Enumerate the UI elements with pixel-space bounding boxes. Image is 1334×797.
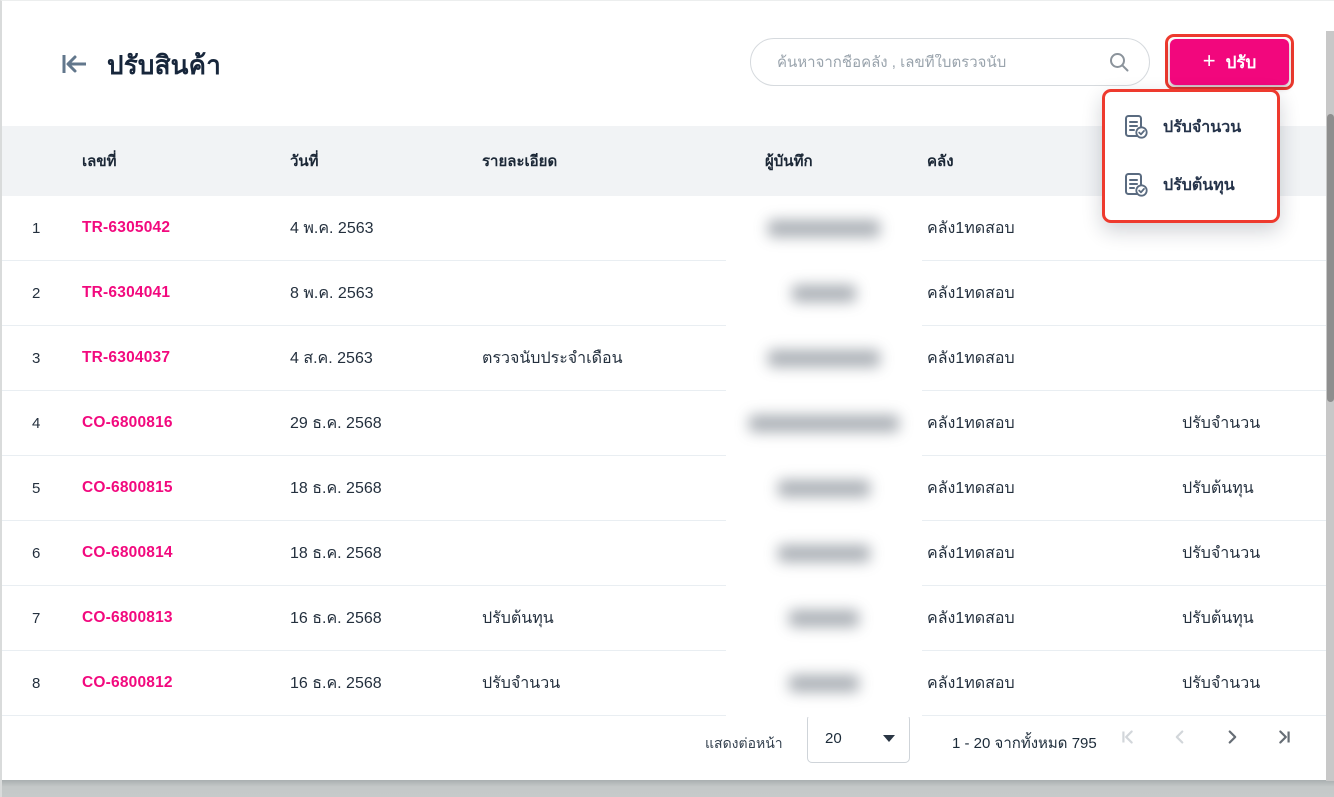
search-input[interactable]: [777, 53, 1107, 71]
row-warehouse: คลัง1ทดสอบ: [927, 284, 1015, 302]
row-type: ปรับจำนวน: [1182, 544, 1261, 562]
redacted-recorder-name: [768, 220, 880, 237]
window-bottom-edge: [2, 780, 1334, 797]
row-warehouse: คลัง1ทดสอบ: [927, 414, 1015, 432]
doc-number-link[interactable]: CO-6800813: [82, 609, 173, 626]
row-warehouse: คลัง1ทดสอบ: [927, 349, 1015, 367]
pagination-bar: แสดงต่อหน้า 20 1 - 20 จากทั้งหมด 795: [2, 711, 1328, 771]
col-header-detail: รายละเอียด: [482, 153, 558, 170]
row-detail: ปรับจำนวน: [482, 674, 561, 692]
row-index: 8: [32, 674, 41, 692]
add-button-label: ปรับ: [1225, 52, 1257, 72]
scrollbar-track[interactable]: [1326, 31, 1334, 781]
doc-number-link[interactable]: CO-6800814: [82, 544, 173, 561]
add-adjust-button[interactable]: + ปรับ: [1170, 39, 1289, 85]
row-date: 4 ส.ค. 2563: [290, 349, 373, 367]
doc-number-link[interactable]: CO-6800812: [82, 674, 173, 691]
table-row: 3 TR-6304037 4 ส.ค. 2563 ตรวจนับประจำเดื…: [2, 326, 1328, 391]
row-index: 6: [32, 544, 41, 562]
pagination-range-text: 1 - 20 จากทั้งหมด 795: [952, 735, 1097, 752]
row-type: ปรับจำนวน: [1182, 674, 1261, 692]
collapse-sidebar-icon[interactable]: [58, 47, 92, 81]
row-type: ปรับจำนวน: [1182, 414, 1261, 432]
last-page-icon[interactable]: [1270, 723, 1298, 751]
first-page-icon[interactable]: [1114, 723, 1142, 751]
row-warehouse: คลัง1ทดสอบ: [927, 609, 1015, 627]
highlight-outline-add-button: [1165, 34, 1294, 90]
row-detail: ปรับต้นทุน: [482, 609, 554, 627]
redacted-recorder-name: [768, 350, 880, 367]
row-date: 18 ธ.ค. 2568: [290, 544, 382, 562]
redacted-recorder-name: [778, 545, 870, 562]
rows-per-page-label: แสดงต่อหน้า: [705, 735, 783, 751]
redacted-recorder-name: [749, 415, 899, 432]
previous-page-icon[interactable]: [1166, 723, 1194, 751]
page-header: ปรับสินค้า + ปรับ: [2, 1, 1328, 126]
redacted-recorder-name: [792, 285, 856, 302]
page-title: ปรับสินค้า: [107, 50, 222, 80]
row-index: 3: [32, 349, 41, 367]
row-index: 4: [32, 414, 41, 432]
row-date: 4 พ.ค. 2563: [290, 219, 374, 237]
table-row: 8 CO-6800812 16 ธ.ค. 2568 ปรับจำนวน คลัง…: [2, 651, 1328, 716]
rows-per-page-value: 20: [825, 730, 842, 747]
row-type: ปรับต้นทุน: [1182, 609, 1254, 627]
table-body: 1 TR-6305042 4 พ.ค. 2563 คลัง1ทดสอบ 2 TR…: [2, 196, 1328, 716]
search-icon[interactable]: [1107, 50, 1131, 74]
rows-per-page-select[interactable]: 20: [807, 714, 910, 763]
row-date: 16 ธ.ค. 2568: [290, 609, 382, 627]
row-date: 16 ธ.ค. 2568: [290, 674, 382, 692]
doc-number-link[interactable]: TR-6304037: [82, 349, 171, 366]
scrollbar-thumb[interactable]: [1326, 114, 1334, 402]
col-header-warehouse: คลัง: [927, 153, 954, 170]
doc-number-link[interactable]: CO-6800816: [82, 414, 173, 431]
adjust-dropdown-menu: ปรับจำนวน ปรับต้นทุน: [1102, 89, 1280, 223]
doc-number-link[interactable]: TR-6305042: [82, 219, 171, 236]
row-warehouse: คลัง1ทดสอบ: [927, 479, 1015, 497]
col-header-date: วันที่: [290, 153, 319, 170]
doc-number-link[interactable]: CO-6800815: [82, 479, 173, 496]
menu-item-adjust-cost[interactable]: ปรับต้นทุน: [1105, 156, 1277, 214]
document-check-icon: [1123, 172, 1149, 198]
row-detail: ตรวจนับประจำเดือน: [482, 349, 623, 367]
row-date: 29 ธ.ค. 2568: [290, 414, 382, 432]
chevron-down-icon: [883, 735, 895, 742]
redacted-recorder-column: [726, 196, 922, 717]
row-index: 2: [32, 284, 41, 302]
row-date: 18 ธ.ค. 2568: [290, 479, 382, 497]
menu-item-label: ปรับจำนวน: [1163, 118, 1242, 136]
row-date: 8 พ.ค. 2563: [290, 284, 374, 302]
table-row: 2 TR-6304041 8 พ.ค. 2563 คลัง1ทดสอบ: [2, 261, 1328, 326]
redacted-recorder-name: [789, 610, 859, 627]
row-index: 7: [32, 609, 41, 627]
doc-number-link[interactable]: TR-6304041: [82, 284, 171, 301]
row-index: 5: [32, 479, 41, 497]
row-warehouse: คลัง1ทดสอบ: [927, 219, 1015, 237]
col-header-doc-no: เลขที่: [82, 153, 117, 170]
table-row: 4 CO-6800816 29 ธ.ค. 2568 คลัง1ทดสอบ ปรั…: [2, 391, 1328, 456]
table-row: 5 CO-6800815 18 ธ.ค. 2568 คลัง1ทดสอบ ปรั…: [2, 456, 1328, 521]
row-warehouse: คลัง1ทดสอบ: [927, 544, 1015, 562]
menu-item-adjust-quantity[interactable]: ปรับจำนวน: [1105, 98, 1277, 156]
plus-icon: +: [1202, 48, 1216, 73]
table-row: 6 CO-6800814 18 ธ.ค. 2568 คลัง1ทดสอบ ปรั…: [2, 521, 1328, 586]
menu-item-label: ปรับต้นทุน: [1163, 176, 1235, 194]
col-header-recorder: ผู้บันทึก: [765, 153, 813, 170]
row-type: ปรับต้นทุน: [1182, 479, 1254, 497]
table-row: 7 CO-6800813 16 ธ.ค. 2568 ปรับต้นทุน คลั…: [2, 586, 1328, 651]
search-box: [750, 38, 1150, 86]
redacted-recorder-name: [789, 675, 859, 692]
pagination-nav: [1114, 723, 1298, 751]
document-check-icon: [1123, 114, 1149, 140]
redacted-recorder-name: [778, 480, 870, 497]
next-page-icon[interactable]: [1218, 723, 1246, 751]
row-warehouse: คลัง1ทดสอบ: [927, 674, 1015, 692]
row-index: 1: [32, 219, 41, 237]
